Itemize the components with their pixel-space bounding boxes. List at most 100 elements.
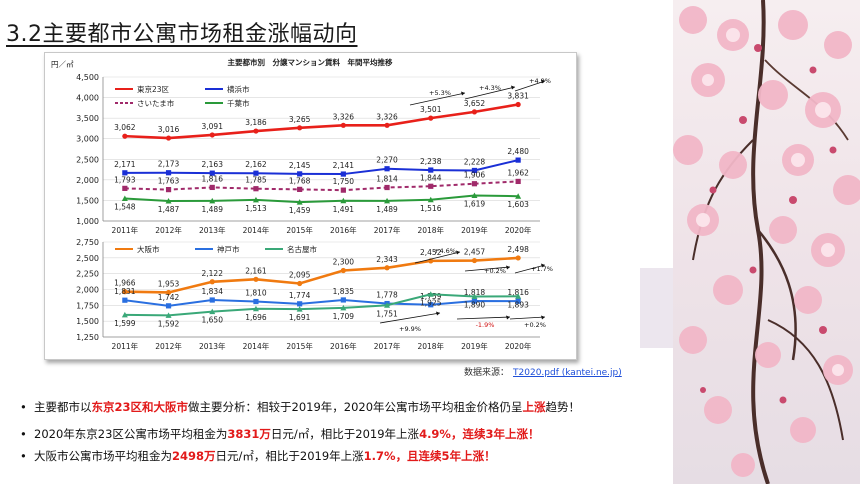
y-tick-label: 1,500 [76,196,99,205]
data-label: 1,890 [464,300,486,309]
data-point [428,167,434,173]
series-line-横浜市 [124,159,519,176]
data-point [122,185,128,191]
y-tick-label: 2,000 [76,286,99,295]
slide-title: 3.2主要都市公寓市场租金涨幅动向 [6,22,358,47]
series-line-東京23区 [124,103,519,140]
data-point [515,255,521,261]
y-tick-label: 4,000 [76,94,99,103]
series-line-神戸市 [124,298,519,307]
data-label: 1,489 [376,205,398,214]
x-tick-label: 2020年 [505,341,532,351]
legend-label: 名古屋市 [287,244,317,254]
annotation-arrow [509,316,546,320]
annotation-arrow [464,86,516,100]
data-point [297,125,303,131]
data-point [297,186,303,193]
bullet-text: 日元/㎡，相比于2019年上涨 [270,427,420,441]
data-point [471,167,478,174]
y-tick-label: 1,750 [76,301,99,310]
data-point [340,171,346,177]
annotation-label: +4.6% [434,247,456,255]
data-point [340,122,346,128]
data-point [122,170,128,176]
annotation-arrow [414,251,461,264]
data-label: 1,548 [114,202,136,211]
data-point [384,265,390,271]
x-tick-label: 2019年 [461,341,488,351]
data-point [253,276,259,282]
legend-label: 千葉市 [227,98,250,108]
data-point [296,306,303,312]
data-point [515,193,522,199]
y-tick-label: 2,500 [76,254,99,263]
bullet-dot-icon: • [20,400,27,414]
data-point [471,109,478,115]
data-point [515,178,521,185]
data-label: 1,603 [507,200,529,209]
x-tick-label: 2014年 [243,225,270,235]
bullet-text: 主要都市以 [34,400,92,414]
bullet-item-3: • 大阪市公寓市场平均租金为2498万日元/㎡，相比于2019年上涨1.7%，且连… [20,448,496,464]
y-tick-label: 1,000 [76,217,99,226]
data-label: 1,619 [464,200,486,209]
cherry-blossom-photo [673,0,860,484]
data-point [384,197,391,204]
data-label: 1,785 [245,176,267,185]
data-point [384,184,390,191]
data-label: 2,480 [507,147,529,156]
data-point [122,297,128,303]
data-point [297,171,303,177]
data-point [253,186,259,192]
x-tick-label: 2019年 [461,225,488,235]
arrowhead-icon [436,311,440,316]
annotation-label: +5.3% [429,89,451,97]
data-label: 1,778 [376,291,398,300]
data-label: 2,141 [333,161,355,170]
data-point [340,267,346,274]
data-point [209,308,216,315]
data-label: 2,162 [245,160,267,169]
data-label: 1,491 [333,205,355,214]
data-point [122,289,128,295]
data-label: 3,831 [507,92,529,101]
data-point [209,170,215,176]
data-point [297,301,303,307]
data-label: 1,966 [114,279,136,288]
bullet-text: 做主要分析：相较于2019年，2020年公寓市场平均租金价格仍呈 [188,400,523,414]
y-tick-label: 1,250 [76,333,99,342]
data-label: 3,091 [202,122,224,131]
data-label: 2,498 [507,245,529,254]
arrowhead-icon [511,85,515,90]
x-tick-label: 2016年 [330,225,357,235]
data-label: 2,163 [202,160,224,169]
highlight-text: ，连续3年上涨！ [450,427,540,441]
y-tick-label: 2,500 [76,155,99,164]
source-link[interactable]: T2020.pdf (kantei.ne.jp) [513,368,622,378]
data-point [209,279,215,285]
data-label: 1,691 [289,313,311,322]
arrowhead-icon [461,91,465,96]
data-label: 1,834 [202,287,224,296]
legend-label: 横浜市 [227,84,250,94]
data-point [253,170,259,176]
data-label: 1,459 [289,206,311,215]
chart-svg: 主要都市別 分譲マンション賃料 年間平均推移 円／㎡ 1,000 1,500 2,000… [51,57,553,351]
annotation-arrow [514,264,546,274]
data-point [165,289,172,296]
data-point [384,122,390,128]
annotation-arrow [514,80,546,92]
data-label: 2,270 [376,156,398,165]
data-point [340,304,347,311]
data-point [121,311,128,318]
data-label: 2,095 [289,270,311,279]
bullet-item-2: • 2020年东京23区公寓市场平均租金为3831万日元/㎡，相比于2019年上涨… [20,426,539,442]
bullet-text: 2020年东京23区公寓市场平均租金为 [34,427,228,441]
chart-title: 主要都市別 分譲マンション賃料 年間平均推移 [228,57,393,67]
legend-label: さいたま市 [137,98,175,108]
legend-label: 神戸市 [217,244,240,254]
data-point [209,297,215,303]
y-tick-label: 3,500 [76,114,99,123]
y-tick-label: 3,000 [76,135,99,144]
y-tick-label: 1,500 [76,317,99,326]
